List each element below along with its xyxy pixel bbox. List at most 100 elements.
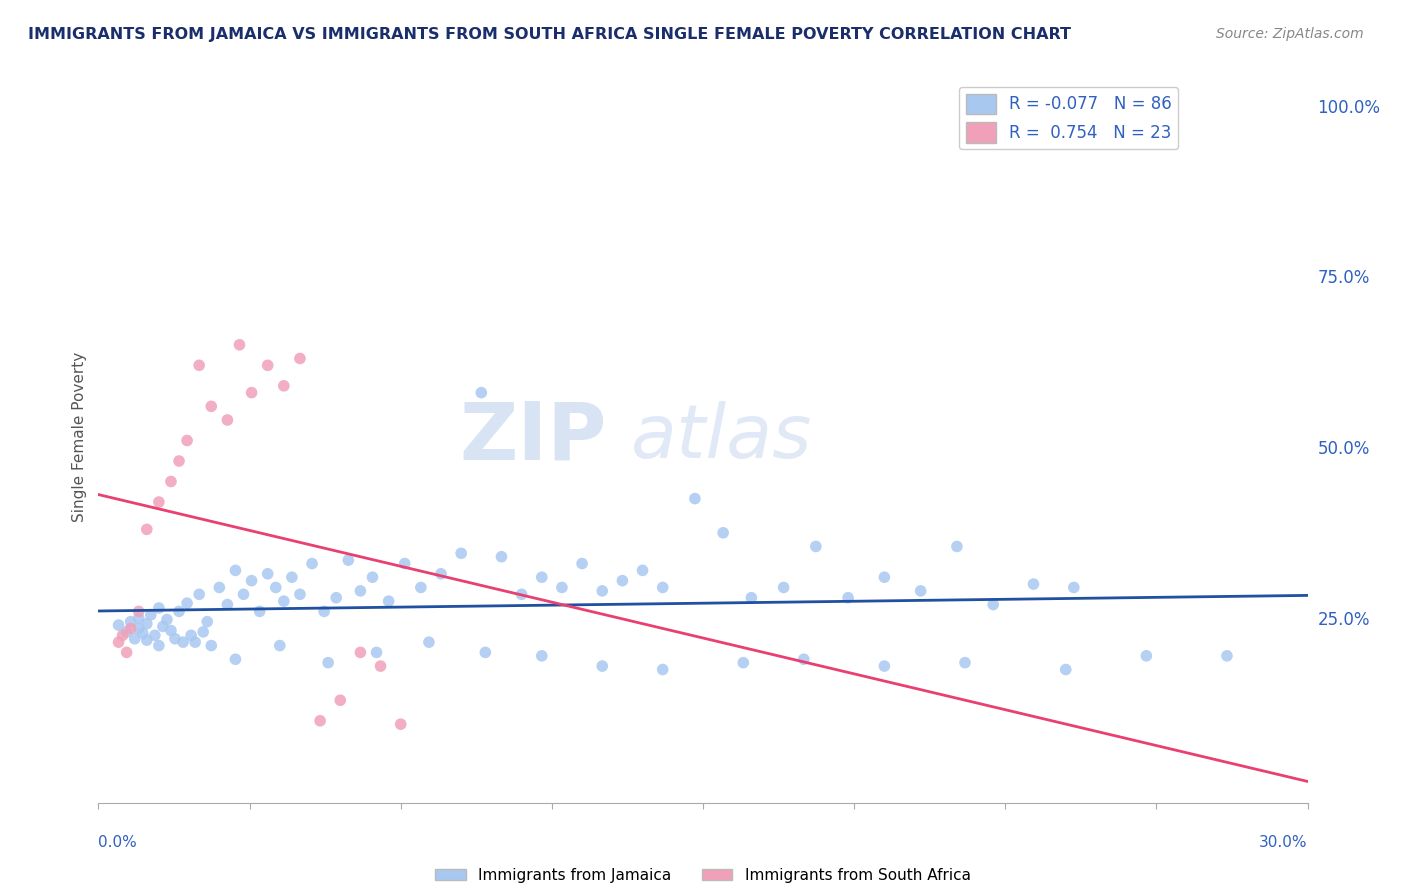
Point	[288, 587, 311, 601]
Point	[107, 635, 129, 649]
Point	[711, 525, 734, 540]
Point	[981, 598, 1004, 612]
Point	[394, 557, 416, 571]
Point	[409, 581, 432, 595]
Point	[107, 618, 129, 632]
Legend: Immigrants from Jamaica, Immigrants from South Africa: Immigrants from Jamaica, Immigrants from…	[429, 862, 977, 888]
Point	[1135, 648, 1157, 663]
Point	[163, 632, 186, 646]
Point	[217, 413, 239, 427]
Point	[612, 574, 634, 588]
Point	[128, 604, 150, 618]
Point	[1216, 648, 1239, 663]
Point	[370, 659, 392, 673]
Point	[793, 652, 815, 666]
Text: atlas: atlas	[630, 401, 811, 473]
Point	[160, 624, 183, 638]
Point	[135, 522, 157, 536]
Point	[224, 563, 246, 577]
Point	[591, 659, 613, 673]
Point	[474, 645, 496, 659]
Point	[132, 626, 155, 640]
Point	[232, 587, 254, 601]
Point	[946, 540, 969, 554]
Point	[148, 639, 170, 653]
Point	[651, 663, 673, 677]
Point	[910, 583, 932, 598]
Point	[631, 563, 654, 577]
Point	[240, 574, 263, 588]
Point	[733, 656, 755, 670]
Point	[491, 549, 513, 564]
Point	[115, 624, 138, 639]
Point	[249, 604, 271, 618]
Point	[200, 400, 222, 414]
Point	[873, 570, 896, 584]
Point	[111, 628, 134, 642]
Point	[470, 385, 492, 400]
Point	[281, 570, 304, 584]
Point	[349, 583, 371, 598]
Point	[740, 591, 762, 605]
Point	[180, 628, 202, 642]
Point	[228, 338, 250, 352]
Point	[135, 616, 157, 631]
Point	[195, 615, 218, 629]
Point	[115, 645, 138, 659]
Point	[349, 645, 371, 659]
Point	[361, 570, 384, 584]
Point	[139, 607, 162, 622]
Point	[530, 648, 553, 663]
Point	[1022, 577, 1045, 591]
Text: IMMIGRANTS FROM JAMAICA VS IMMIGRANTS FROM SOUTH AFRICA SINGLE FEMALE POVERTY CO: IMMIGRANTS FROM JAMAICA VS IMMIGRANTS FR…	[28, 27, 1071, 42]
Point	[873, 659, 896, 673]
Point	[551, 581, 574, 595]
Point	[530, 570, 553, 584]
Point	[1063, 581, 1085, 595]
Point	[188, 587, 211, 601]
Point	[148, 495, 170, 509]
Point	[160, 475, 183, 489]
Point	[256, 566, 278, 581]
Point	[184, 635, 207, 649]
Point	[591, 583, 613, 598]
Point	[152, 619, 174, 633]
Point	[510, 587, 533, 601]
Point	[953, 656, 976, 670]
Point	[120, 622, 142, 636]
Point	[316, 656, 339, 670]
Point	[224, 652, 246, 666]
Point	[288, 351, 311, 366]
Point	[167, 454, 190, 468]
Point	[128, 611, 150, 625]
Text: Source: ZipAtlas.com: Source: ZipAtlas.com	[1216, 27, 1364, 41]
Y-axis label: Single Female Poverty: Single Female Poverty	[72, 352, 87, 522]
Point	[193, 624, 215, 639]
Point	[217, 598, 239, 612]
Point	[1054, 663, 1077, 677]
Point	[301, 557, 323, 571]
Point	[208, 581, 231, 595]
Point	[337, 553, 360, 567]
Point	[240, 385, 263, 400]
Point	[329, 693, 352, 707]
Point	[167, 604, 190, 618]
Point	[120, 615, 142, 629]
Point	[418, 635, 440, 649]
Point	[148, 601, 170, 615]
Point	[314, 604, 336, 618]
Point	[156, 613, 179, 627]
Point	[1095, 98, 1118, 112]
Text: 30.0%: 30.0%	[1260, 835, 1308, 850]
Point	[200, 639, 222, 653]
Point	[273, 594, 295, 608]
Point	[366, 645, 388, 659]
Point	[273, 379, 295, 393]
Text: 0.0%: 0.0%	[98, 835, 138, 850]
Point	[430, 566, 453, 581]
Point	[772, 581, 794, 595]
Point	[377, 594, 399, 608]
Point	[571, 557, 593, 571]
Point	[256, 359, 278, 373]
Point	[172, 635, 194, 649]
